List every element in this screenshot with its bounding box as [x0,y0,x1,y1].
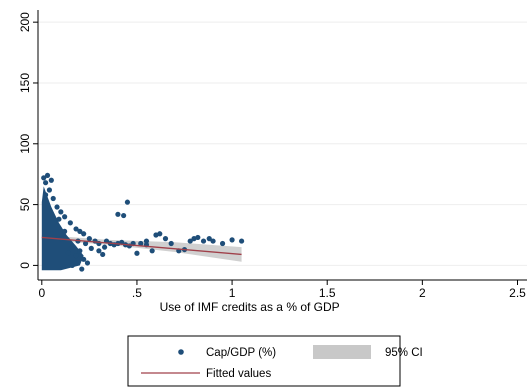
data-point [121,212,127,219]
data-point [62,214,68,220]
x-tick-label: 0 [38,286,45,300]
data-point [138,240,144,247]
fitted-line-layer [41,236,242,256]
data-point [48,177,54,183]
data-point [229,237,235,243]
x-tick-label: 1 [229,286,236,300]
y-tick-label: 50 [18,198,32,212]
x-tick-label: .5 [132,286,142,300]
data-point [67,220,73,226]
data-point [195,234,201,241]
data-point [79,266,85,272]
x-tick-label: 2 [419,286,426,300]
x-axis-title: Use of IMF credits as a % of GDP [160,300,340,314]
data-point [82,240,89,247]
data-point [206,236,212,242]
legend-label-cap-gdp: Cap/GDP (%) [206,347,276,359]
data-point [187,238,193,244]
x-tick-label: 2.5 [509,286,526,300]
data-point [41,175,47,181]
data-point [157,231,163,237]
data-point [56,216,62,222]
legend-label-ci: 95% CI [385,347,423,359]
data-point [210,238,216,244]
data-point [200,238,207,244]
legend-label-fitted: Fitted values [206,368,271,380]
data-point [219,240,226,247]
legend-point-symbol [178,349,184,355]
data-point [43,180,49,186]
y-tick-label: 0 [18,262,32,269]
data-point [101,244,108,250]
y-tick-label: 200 [18,12,32,32]
data-point [43,192,49,198]
data-point [96,248,102,254]
axes-layer: 0 50 100 150 200 0 .5 1 1.5 2 2.5 [18,10,527,300]
grid-layer [38,21,527,266]
data-point [124,199,131,205]
points-layer [41,172,245,272]
data-point [84,260,91,266]
data-point [73,253,79,259]
data-point [69,262,75,269]
data-point [143,238,150,244]
data-point [100,251,106,258]
data-point [81,231,87,237]
data-point [58,209,64,215]
data-point [168,240,174,247]
data-point [44,172,51,179]
data-point [134,250,140,256]
data-point [46,187,53,193]
data-point [149,248,155,254]
y-tick-label: 150 [18,73,32,93]
data-point [73,226,79,232]
legend-frame [127,335,401,387]
data-point [86,236,92,242]
data-point [115,211,121,217]
data-point [162,236,169,242]
fitted-line [41,236,242,256]
y-tick-label: 100 [18,133,32,153]
data-point [88,245,94,251]
data-point [77,248,83,254]
x-tick-label: 1.5 [319,286,336,300]
data-point [238,238,245,244]
data-point [50,195,56,202]
data-point [77,228,83,234]
data-point [54,204,60,210]
data-point [81,256,87,262]
legend: Cap/GDP (%) 95% CI Fitted values [127,335,423,387]
legend-band-symbol [313,345,371,359]
data-point [62,228,68,234]
data-point [65,250,72,256]
data-point [69,244,75,250]
